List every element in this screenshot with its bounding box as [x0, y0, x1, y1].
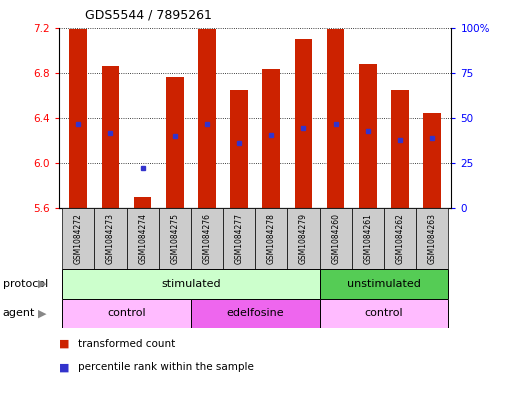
Bar — [191, 299, 320, 328]
Text: GSM1084263: GSM1084263 — [428, 213, 437, 264]
Text: GSM1084261: GSM1084261 — [363, 213, 372, 264]
Text: ▶: ▶ — [37, 279, 46, 289]
Text: GSM1084278: GSM1084278 — [267, 213, 276, 264]
Bar — [198, 29, 216, 208]
Bar — [69, 29, 87, 208]
Text: protocol: protocol — [3, 279, 48, 289]
Bar — [263, 69, 280, 208]
Text: GSM1084279: GSM1084279 — [299, 213, 308, 264]
Text: GSM1084260: GSM1084260 — [331, 213, 340, 264]
Bar — [102, 66, 120, 208]
Bar — [230, 90, 248, 208]
Text: GSM1084262: GSM1084262 — [396, 213, 404, 264]
Text: percentile rank within the sample: percentile rank within the sample — [78, 362, 254, 373]
Bar — [320, 208, 352, 269]
Bar — [255, 208, 287, 269]
Bar — [391, 90, 409, 208]
Bar — [134, 197, 151, 208]
Text: GSM1084276: GSM1084276 — [203, 213, 211, 264]
Bar — [416, 208, 448, 269]
Bar — [352, 208, 384, 269]
Text: transformed count: transformed count — [78, 339, 176, 349]
Bar — [359, 64, 377, 208]
Text: GSM1084273: GSM1084273 — [106, 213, 115, 264]
Bar — [159, 208, 191, 269]
Bar — [384, 208, 416, 269]
Text: ▶: ▶ — [37, 309, 46, 318]
Bar — [423, 113, 441, 208]
Text: edelfosine: edelfosine — [226, 309, 284, 318]
Bar — [62, 208, 94, 269]
Text: stimulated: stimulated — [161, 279, 221, 289]
Bar — [62, 299, 191, 328]
Text: GSM1084277: GSM1084277 — [234, 213, 244, 264]
Bar — [94, 208, 127, 269]
Text: GDS5544 / 7895261: GDS5544 / 7895261 — [85, 9, 211, 22]
Text: control: control — [365, 309, 403, 318]
Bar — [191, 208, 223, 269]
Text: unstimulated: unstimulated — [347, 279, 421, 289]
Text: GSM1084275: GSM1084275 — [170, 213, 180, 264]
Text: GSM1084272: GSM1084272 — [74, 213, 83, 264]
Bar — [223, 208, 255, 269]
Text: ■: ■ — [59, 362, 69, 373]
Bar — [320, 299, 448, 328]
Bar — [294, 39, 312, 208]
Bar — [327, 29, 345, 208]
Bar — [127, 208, 159, 269]
Bar — [287, 208, 320, 269]
Text: agent: agent — [3, 309, 35, 318]
Text: GSM1084274: GSM1084274 — [138, 213, 147, 264]
Text: ■: ■ — [59, 339, 69, 349]
Bar — [62, 269, 320, 299]
Bar — [166, 77, 184, 208]
Text: control: control — [107, 309, 146, 318]
Bar — [320, 269, 448, 299]
